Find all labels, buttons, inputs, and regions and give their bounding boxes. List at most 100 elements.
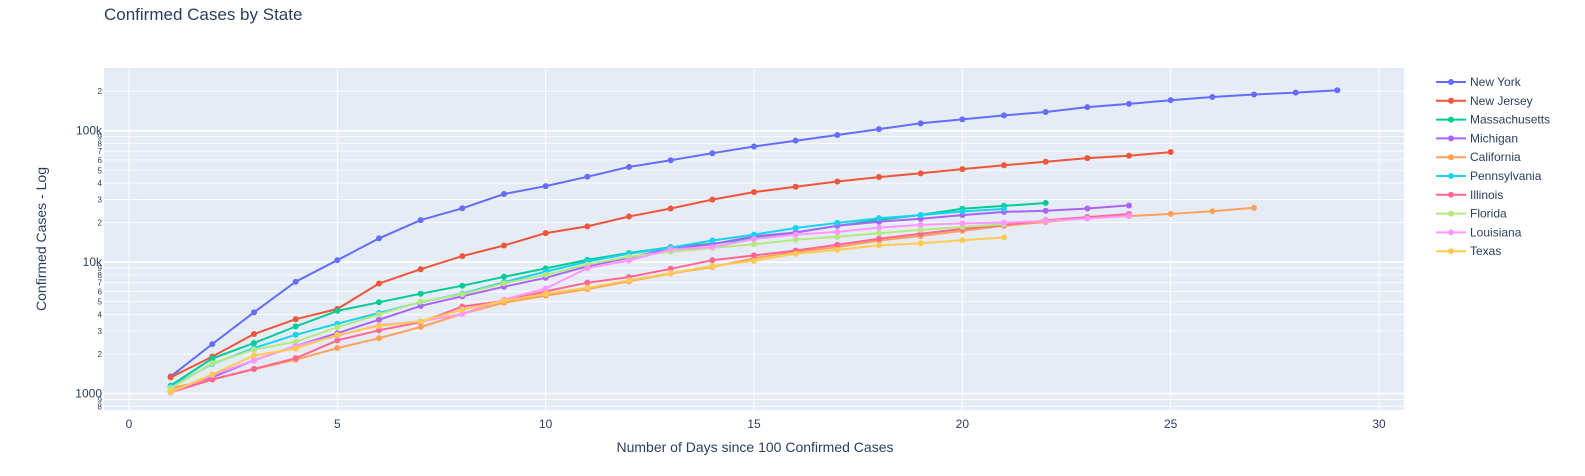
data-point[interactable] [917, 226, 924, 233]
data-point[interactable] [1251, 204, 1257, 211]
data-point[interactable] [1126, 152, 1132, 159]
legend-item-illinois[interactable]: Illinois [1436, 188, 1503, 202]
data-point[interactable] [417, 266, 424, 273]
data-point[interactable] [876, 215, 882, 222]
legend-item-texas[interactable]: Texas [1436, 244, 1501, 258]
data-point[interactable] [542, 285, 549, 292]
data-point[interactable] [1042, 158, 1049, 165]
data-point[interactable] [792, 231, 799, 238]
data-point[interactable] [251, 352, 257, 359]
data-point[interactable] [1251, 91, 1257, 98]
data-point[interactable] [1001, 234, 1007, 241]
data-point[interactable] [667, 265, 674, 272]
data-point[interactable] [251, 357, 257, 364]
data-point[interactable] [1167, 210, 1174, 217]
data-point[interactable] [751, 143, 757, 150]
data-point[interactable] [626, 277, 632, 284]
legend[interactable]: New York New Jersey Massachusetts Michigan C… [1436, 75, 1550, 258]
legend-item-florida[interactable]: Florida [1436, 207, 1507, 221]
data-point[interactable] [876, 126, 882, 133]
data-point[interactable] [709, 237, 716, 244]
data-point[interactable] [417, 298, 424, 305]
data-point[interactable] [834, 178, 841, 185]
data-point[interactable] [792, 236, 799, 243]
data-point[interactable] [876, 224, 882, 231]
data-point[interactable] [376, 235, 382, 242]
data-point[interactable] [1126, 212, 1132, 219]
data-point[interactable] [751, 241, 757, 248]
data-point[interactable] [751, 189, 757, 196]
data-point[interactable] [959, 116, 966, 123]
data-point[interactable] [334, 337, 341, 344]
data-point[interactable] [542, 230, 549, 237]
data-point[interactable] [1042, 108, 1049, 115]
data-point[interactable] [292, 323, 299, 330]
data-point[interactable] [792, 183, 799, 190]
data-point[interactable] [501, 242, 507, 249]
data-point[interactable] [876, 235, 882, 242]
data-point[interactable] [209, 376, 216, 383]
data-point[interactable] [1084, 104, 1091, 111]
data-point[interactable] [834, 241, 841, 248]
data-point[interactable] [584, 265, 591, 272]
legend-item-new-york[interactable]: New York [1436, 75, 1522, 89]
data-point[interactable] [459, 311, 466, 318]
data-point[interactable] [501, 273, 507, 280]
data-point[interactable] [251, 309, 257, 316]
data-point[interactable] [542, 271, 549, 278]
legend-item-pennsylvania[interactable]: Pennsylvania [1436, 169, 1542, 183]
data-point[interactable] [584, 279, 591, 286]
data-point[interactable] [584, 173, 591, 180]
data-point[interactable] [459, 282, 466, 289]
data-point[interactable] [917, 221, 924, 228]
data-point[interactable] [834, 228, 841, 235]
data-point[interactable] [1334, 87, 1341, 94]
data-point[interactable] [709, 257, 716, 264]
data-point[interactable] [376, 280, 382, 287]
data-point[interactable] [751, 231, 757, 238]
data-point[interactable] [292, 278, 299, 285]
data-point[interactable] [1001, 112, 1007, 119]
data-point[interactable] [334, 331, 341, 338]
data-point[interactable] [1001, 219, 1007, 226]
data-point[interactable] [334, 345, 341, 352]
data-point[interactable] [667, 270, 674, 277]
data-point[interactable] [917, 240, 924, 247]
data-point[interactable] [626, 257, 632, 264]
data-point[interactable] [1042, 217, 1049, 224]
data-point[interactable] [709, 150, 716, 157]
data-point[interactable] [501, 280, 507, 287]
data-point[interactable] [1209, 208, 1216, 215]
data-point[interactable] [334, 307, 341, 314]
data-point[interactable] [667, 157, 674, 164]
data-point[interactable] [1084, 155, 1091, 162]
data-point[interactable] [417, 318, 424, 325]
data-point[interactable] [626, 213, 632, 220]
data-point[interactable] [792, 137, 799, 144]
data-point[interactable] [959, 166, 966, 173]
data-point[interactable] [959, 220, 966, 227]
data-point[interactable] [376, 311, 382, 318]
data-point[interactable] [1167, 97, 1174, 104]
data-point[interactable] [376, 335, 382, 342]
data-point[interactable] [167, 374, 174, 381]
data-point[interactable] [251, 340, 257, 347]
data-point[interactable] [667, 205, 674, 212]
data-point[interactable] [751, 252, 757, 259]
data-point[interactable] [1126, 100, 1132, 107]
data-point[interactable] [417, 324, 424, 331]
data-point[interactable] [917, 120, 924, 127]
data-point[interactable] [1042, 207, 1049, 214]
data-point[interactable] [292, 355, 299, 362]
data-point[interactable] [1001, 205, 1007, 212]
data-point[interactable] [376, 299, 382, 306]
data-point[interactable] [959, 237, 966, 244]
data-point[interactable] [459, 291, 466, 298]
data-point[interactable] [917, 212, 924, 219]
data-point[interactable] [834, 246, 841, 253]
data-point[interactable] [292, 345, 299, 352]
data-point[interactable] [209, 360, 216, 367]
data-point[interactable] [1084, 205, 1091, 212]
data-point[interactable] [542, 183, 549, 190]
legend-item-louisiana[interactable]: Louisiana [1436, 225, 1522, 239]
